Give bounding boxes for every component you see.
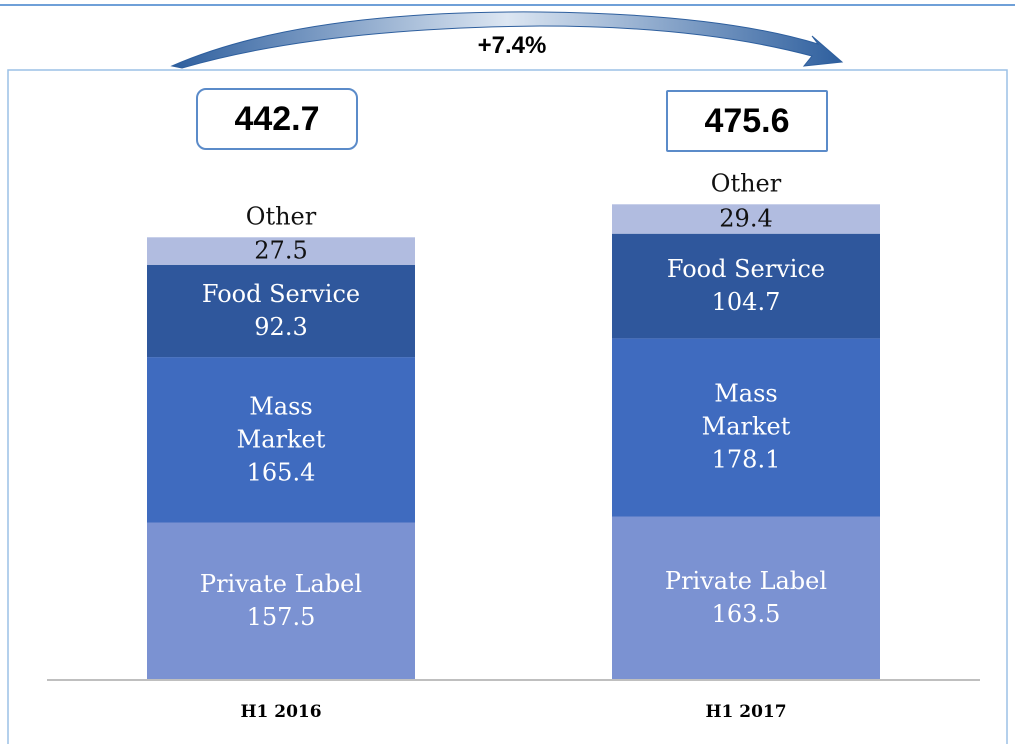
x-tick-label: H1 2017 (705, 702, 787, 722)
total-box: 475.6 (666, 90, 828, 152)
growth-arrow (170, 11, 844, 69)
segment-name: Other (710, 169, 782, 198)
bar-segment (147, 357, 415, 523)
segment-name: Other (245, 202, 317, 231)
segment-name: Food Service (666, 255, 826, 284)
bar-segment (147, 264, 415, 358)
bar-segment (612, 516, 880, 680)
segment-value: 29.4 (719, 204, 773, 233)
segment-label: Private Label 163.5 (612, 565, 880, 631)
frame (7, 69, 1008, 744)
x-tick-label: H1 2016 (240, 702, 322, 722)
growth-annotation: +7.4% (477, 32, 547, 59)
segment-value: 157.5 (246, 603, 316, 632)
segment-name: Private Label (664, 567, 828, 596)
segment-value: 165.4 (246, 458, 316, 487)
segment-value: 104.7 (711, 288, 781, 317)
segment-label: Private Label 157.5 (147, 568, 415, 634)
segment-label: Food Service 104.7 (612, 253, 880, 319)
bar-segment (612, 233, 880, 339)
segment-label: Mass Market 178.1 (612, 378, 880, 477)
segment-name: Food Service (201, 279, 361, 308)
segment-label: Food Service 92.3 (147, 278, 415, 344)
bar-segment (147, 237, 415, 265)
segment-value: 27.5 (254, 236, 308, 265)
segment-value: 178.1 (711, 445, 781, 474)
segment-name: Private Label (199, 570, 363, 599)
bar-segment (612, 338, 880, 517)
segment-name: Mass Market (236, 392, 326, 454)
bar-segment (147, 522, 415, 680)
segment-value: 92.3 (254, 312, 308, 341)
bar-segment (612, 204, 880, 234)
segment-label: Mass Market 165.4 (147, 390, 415, 489)
total-box: 442.7 (196, 88, 358, 150)
segment-value: 163.5 (711, 600, 781, 629)
segment-name: Mass Market (701, 379, 791, 441)
